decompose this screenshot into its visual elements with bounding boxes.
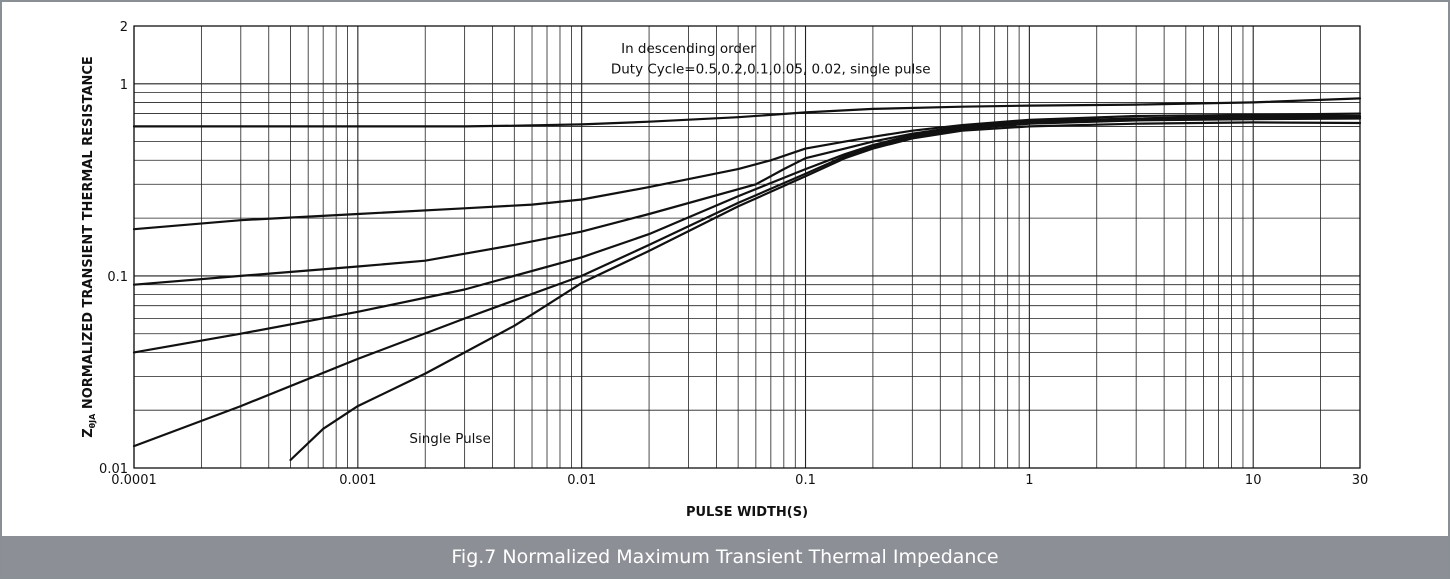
series-line-1 (132, 97, 1362, 128)
series-line-5 (132, 117, 1362, 448)
y-axis-title-subscript: θJA (88, 413, 97, 428)
y-tick-label: 1 (120, 78, 128, 93)
x-tick-label: 1 (1025, 473, 1033, 488)
grid-layer (133, 25, 1361, 469)
thermal-impedance-chart: 0.0001 0.001 0.01 0.1 1 10 30 0.01 0.1 1 2 In desc… (81, 20, 1368, 520)
y-tick-label: 0.1 (107, 270, 128, 285)
x-tick-label: 30 (1352, 473, 1369, 488)
series-line-6 (289, 121, 1362, 462)
chart-annotation: Duty Cycle=0.5,0.2,0.1,0.05, 0.02, singl… (611, 62, 931, 78)
y-tick-label: 2 (120, 20, 128, 35)
series-line-3 (132, 114, 1362, 286)
chart-annotation: Single Pulse (409, 431, 490, 447)
y-tick-label: 0.01 (99, 462, 128, 477)
y-axis-title-symbol: Z (81, 428, 96, 437)
chart-annotation: In descending order (621, 41, 756, 57)
y-axis-title: ZθJA NORMALIZED TRANSIENT THERMAL RESIST… (81, 56, 97, 438)
x-tick-label: 10 (1245, 473, 1262, 488)
x-axis-title: PULSE WIDTH(S) (686, 505, 808, 520)
x-tick-label: 0.001 (339, 473, 376, 488)
y-axis-title-text: NORMALIZED TRANSIENT THERMAL RESISTANCE (81, 56, 96, 414)
x-tick-label: 0.01 (567, 473, 596, 488)
series-line-2 (132, 112, 1362, 231)
x-tick-label: 0.0001 (111, 473, 157, 488)
plot-frame (133, 25, 1361, 469)
series-line-4 (132, 116, 1362, 354)
annotation-layer: In descending order Duty Cycle=0.5,0.2,0.… (409, 41, 930, 447)
curve-layer (132, 97, 1362, 462)
figure-caption: Fig.7 Normalized Maximum Transient Therm… (2, 536, 1448, 577)
x-tick-label: 0.1 (795, 473, 816, 488)
tick-layer: 0.0001 0.001 0.01 0.1 1 10 30 0.01 0.1 1 2 (99, 20, 1368, 488)
